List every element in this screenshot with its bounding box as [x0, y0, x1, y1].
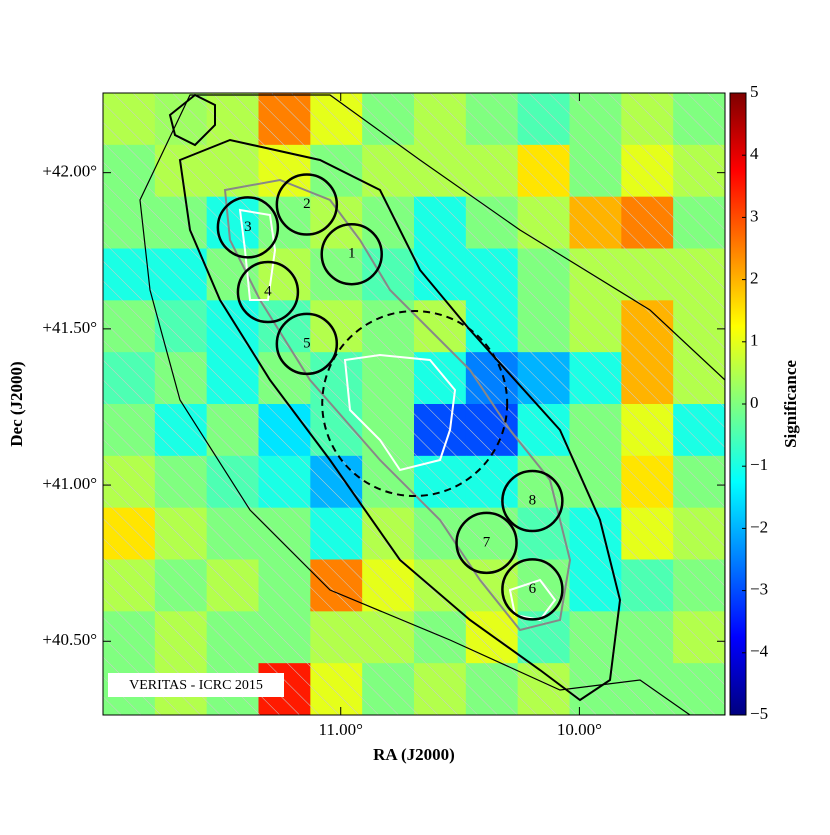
region-label: 7 — [483, 534, 491, 550]
contour-outer — [139, 94, 725, 715]
annotation-box — [108, 673, 284, 697]
region-circle — [320, 222, 383, 286]
contour-inner — [178, 138, 622, 702]
hatching — [103, 93, 725, 715]
region-circle — [501, 469, 564, 533]
y-tick-label: +40.50° — [42, 630, 97, 649]
contour-white — [343, 353, 457, 472]
annotation: VERITAS - ICRC 2015 — [129, 678, 263, 693]
x-tick-label: 10.00° — [557, 720, 602, 739]
colorbar-tick-label: 1 — [750, 331, 759, 350]
y-tick-label: +41.00° — [42, 474, 97, 493]
region-label: 2 — [303, 196, 311, 212]
y-axis-label: Dec (J2000) — [7, 361, 26, 446]
colorbar-tick-label: −1 — [750, 455, 768, 474]
region-label: 6 — [529, 581, 537, 597]
x-tick-label: 11.00° — [319, 720, 363, 739]
colorbar-tick-label: −3 — [750, 580, 768, 599]
region-circle — [275, 312, 339, 376]
contour-white — [238, 208, 277, 301]
region-label: 5 — [303, 335, 311, 351]
region-label: 1 — [348, 246, 356, 262]
colorbar-tick-label: −5 — [750, 704, 768, 723]
region-label: 3 — [244, 219, 252, 235]
colorbar-tick-label: 5 — [750, 82, 759, 101]
contour-gray — [223, 178, 572, 632]
region-label: 8 — [529, 492, 537, 508]
y-tick-label: +42.00° — [42, 162, 97, 181]
colorbar-label: Significance — [781, 360, 800, 448]
region-circle — [455, 511, 518, 575]
overlay — [103, 93, 725, 715]
plot-frame — [102, 92, 726, 716]
region-circle — [275, 173, 339, 236]
colorbar-tick-label: 0 — [750, 393, 759, 412]
central-region — [321, 310, 509, 498]
region-circle — [236, 260, 300, 324]
y-tick-label: +41.50° — [42, 318, 97, 337]
colorbar-tick-label: 4 — [750, 144, 759, 163]
region-circle — [216, 196, 280, 259]
colorbar-tick-label: 3 — [750, 206, 759, 225]
region-circle — [501, 558, 564, 621]
x-axis-label: RA (J2000) — [373, 745, 455, 764]
contour-white — [508, 578, 557, 622]
colorbar-tick-label: −4 — [750, 642, 769, 661]
colorbar-tick-label: 2 — [750, 269, 759, 288]
colorbar-tick-label: −2 — [750, 517, 768, 536]
contour-inner — [168, 93, 216, 147]
region-label: 4 — [264, 283, 272, 299]
